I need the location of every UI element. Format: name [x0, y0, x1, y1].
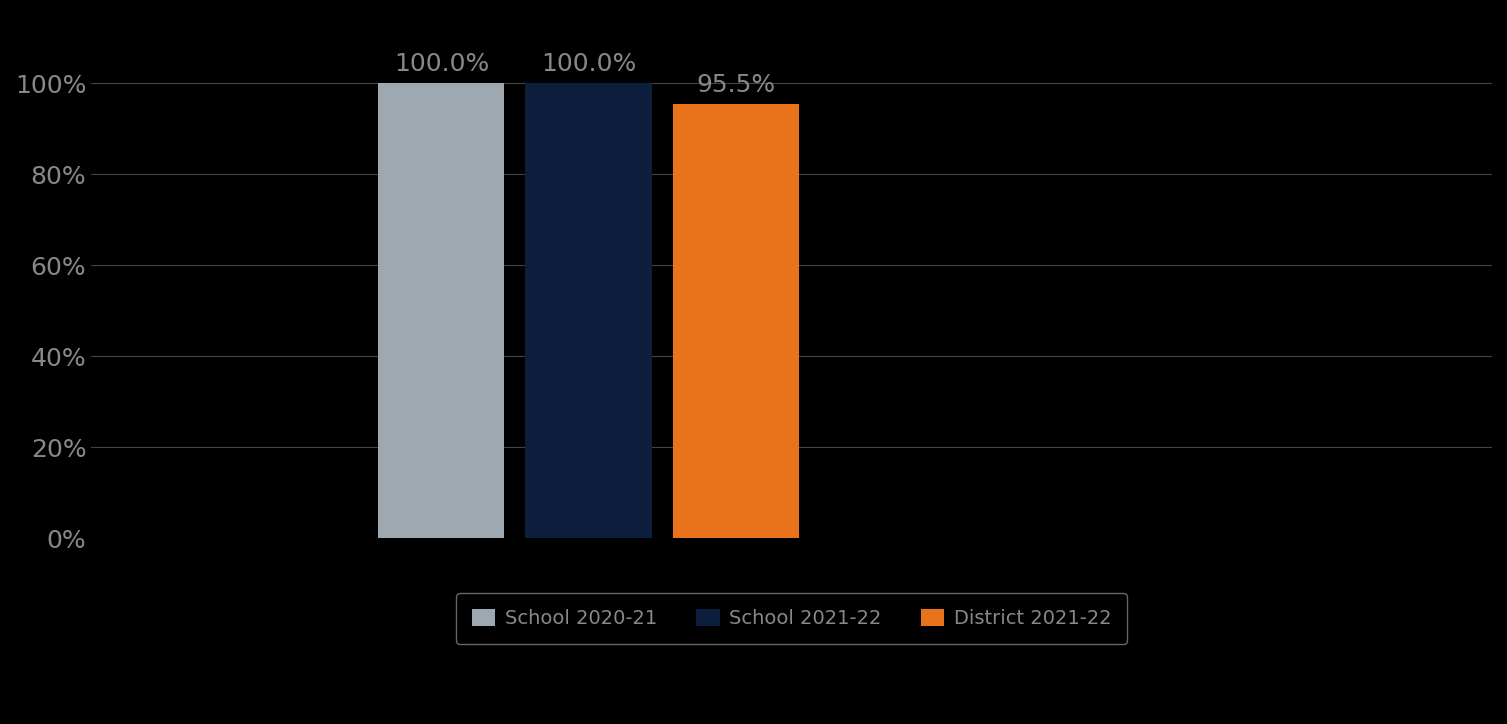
- Bar: [526, 83, 651, 538]
- Bar: [378, 83, 505, 538]
- Legend: School 2020-21, School 2021-22, District 2021-22: School 2020-21, School 2021-22, District…: [457, 593, 1127, 644]
- Text: 95.5%: 95.5%: [696, 73, 775, 97]
- Bar: [672, 104, 799, 538]
- Text: 100.0%: 100.0%: [393, 52, 490, 77]
- Text: 100.0%: 100.0%: [541, 52, 636, 77]
